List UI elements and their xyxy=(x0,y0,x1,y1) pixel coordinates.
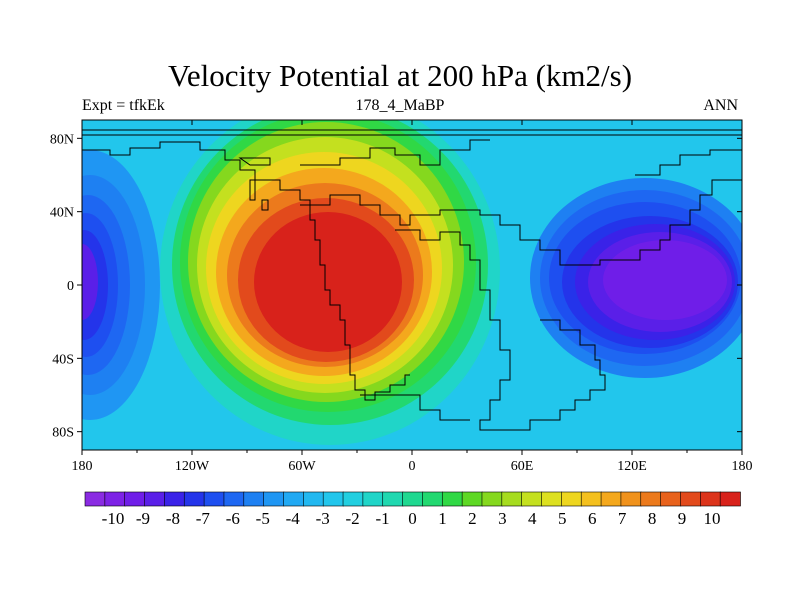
colorbar-swatch xyxy=(719,491,741,507)
colorbar-label: 4 xyxy=(528,509,537,528)
colorbar: -10 -9 -8 -7 -6 -5 -4 -3 -2 -1 0 1 2 3 4 5 6 7 8 9 10 xyxy=(84,491,741,528)
colorbar-swatch xyxy=(541,491,563,507)
colorbar-label: 5 xyxy=(558,509,567,528)
northern-coast xyxy=(300,139,490,166)
colorbar-swatch xyxy=(521,491,543,507)
y-tick-label: 80S xyxy=(52,426,74,441)
longitude-axis: 180 120W 60W 0 60E 120E 180 xyxy=(72,120,753,474)
colorbar-label: -8 xyxy=(166,509,180,528)
colorbar-label: 2 xyxy=(468,509,477,528)
colorbar-label: 6 xyxy=(588,509,597,528)
colorbar-label: 9 xyxy=(678,509,687,528)
colorbar-label: 10 xyxy=(704,509,721,528)
colorbar-swatch xyxy=(223,491,245,507)
polar-coastline xyxy=(82,129,742,136)
colorbar-swatch xyxy=(203,491,225,507)
dateline-low xyxy=(82,150,160,420)
case-label: 178_4_MaBP xyxy=(355,97,445,114)
colorbar-swatch xyxy=(362,491,384,507)
colorbar-label: -1 xyxy=(375,509,389,528)
x-tick-label: 0 xyxy=(409,459,416,474)
x-tick-label: 180 xyxy=(732,459,753,474)
season-label: ANN xyxy=(703,97,738,114)
colorbar-swatch xyxy=(183,491,205,507)
colorbar-swatch xyxy=(322,491,344,507)
colorbar-label: 8 xyxy=(648,509,657,528)
southern-coast xyxy=(360,394,470,421)
map-title: Velocity Potential at 200 hPa (km2/s) xyxy=(167,58,633,93)
x-tick-label: 60W xyxy=(288,459,316,474)
colorbar-swatch xyxy=(680,491,702,507)
colorbar-label: 3 xyxy=(498,509,507,528)
small-islands xyxy=(249,179,269,211)
colorbar-swatch xyxy=(660,491,682,507)
colorbar-swatch xyxy=(382,491,404,507)
colorbar-swatch xyxy=(580,491,602,507)
latitude-axis: 80N 40N 0 40S 80S xyxy=(50,132,742,441)
colorbar-swatch xyxy=(561,491,583,507)
colorbar-label: 7 xyxy=(618,509,627,528)
colorbar-swatch xyxy=(501,491,523,507)
colorbar-swatch xyxy=(422,491,444,507)
y-tick-label: 0 xyxy=(67,279,74,294)
contour-field xyxy=(82,120,742,450)
colorbar-swatch xyxy=(620,491,642,507)
colorbar-label: -2 xyxy=(346,509,360,528)
colorbar-swatch xyxy=(263,491,285,507)
colorbar-swatch xyxy=(600,491,622,507)
colorbar-swatch xyxy=(481,491,503,507)
colorbar-label: -5 xyxy=(256,509,270,528)
africa-coastline xyxy=(395,229,606,431)
island-outline xyxy=(238,157,271,166)
x-tick-label: 120W xyxy=(175,459,210,474)
colorbar-swatch xyxy=(164,491,186,507)
colorbar-swatch xyxy=(124,491,146,507)
experiment-label: Expt = tfkEk xyxy=(82,97,165,114)
colorbar-label: -10 xyxy=(102,509,125,528)
colorbar-swatch xyxy=(84,491,106,507)
colorbar-label: 0 xyxy=(408,509,417,528)
y-tick-label: 40N xyxy=(50,206,74,221)
colorbar-swatch xyxy=(461,491,483,507)
x-tick-label: 60E xyxy=(511,459,534,474)
colorbar-swatch xyxy=(283,491,305,507)
colorbar-swatch xyxy=(342,491,364,507)
x-tick-label: 120E xyxy=(617,459,647,474)
atlantic-high xyxy=(160,120,500,445)
northeast-coast xyxy=(635,149,742,176)
colorbar-label: -7 xyxy=(196,509,211,528)
colorbar-swatch xyxy=(104,491,126,507)
colorbar-label: -9 xyxy=(136,509,150,528)
y-tick-label: 80N xyxy=(50,132,74,147)
colorbar-label: -6 xyxy=(226,509,240,528)
x-tick-label: 180 xyxy=(72,459,93,474)
eurasia-south-coast xyxy=(300,179,742,266)
colorbar-swatch xyxy=(640,491,662,507)
colorbar-swatch xyxy=(303,491,324,507)
colorbar-label: -4 xyxy=(286,509,301,528)
coastlines xyxy=(82,129,742,431)
pacific-low xyxy=(530,178,742,378)
colorbar-swatch xyxy=(700,491,721,507)
colorbar-label: -3 xyxy=(316,509,330,528)
y-tick-label: 40S xyxy=(52,352,74,367)
colorbar-swatch xyxy=(402,491,424,507)
colorbar-label: 1 xyxy=(438,509,447,528)
colorbar-swatch xyxy=(243,491,265,507)
colorbar-swatch xyxy=(144,491,166,507)
colorbar-swatch xyxy=(441,491,463,507)
